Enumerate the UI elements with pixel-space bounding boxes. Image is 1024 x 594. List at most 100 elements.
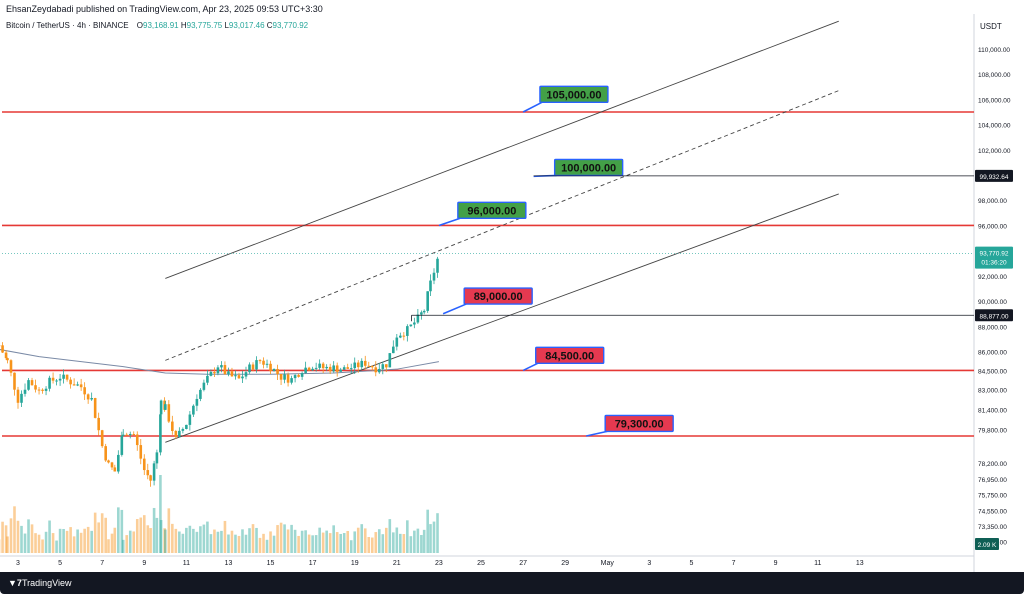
candle-body (90, 398, 93, 400)
volume-bar (392, 532, 395, 553)
price-tick-label: 81,400.00 (978, 408, 1007, 415)
candle-body (72, 384, 76, 386)
volume-bar (384, 527, 388, 553)
volume-bar (104, 517, 107, 553)
time-tick-label: 3 (16, 560, 20, 567)
candle-body (41, 389, 44, 391)
volume-bar (192, 528, 195, 553)
candle-body (244, 372, 248, 377)
candle-body (367, 365, 371, 367)
volume-bar (416, 528, 420, 553)
candle-body (20, 393, 23, 403)
time-tick-label: 21 (393, 560, 401, 567)
volume-bar (300, 530, 304, 553)
candle-body (155, 452, 159, 464)
level-label-text: 105,000.00 (546, 89, 601, 101)
candle-body (104, 446, 107, 461)
volume-bar (332, 525, 335, 553)
candle-body (262, 360, 265, 365)
volume-bar (97, 522, 100, 553)
candle-body (251, 364, 255, 370)
candle-body (142, 458, 146, 471)
level-label-text: 89,000.00 (474, 291, 523, 303)
price-chart[interactable]: 110,000.00 108,000.00 106,000.00 104,000.00… (0, 0, 1024, 572)
volume-bar (58, 528, 62, 553)
level-label-text: 100,000.00 (561, 162, 616, 174)
candle-body (125, 434, 129, 436)
volume-bar (41, 539, 44, 553)
volume-bar (155, 517, 159, 553)
price-tick-label: 83,000.00 (978, 387, 1007, 394)
axis-marker-1-text: 99,932.64 (980, 174, 1009, 181)
volume-bar (174, 528, 178, 553)
volume-bar (342, 533, 346, 553)
footer-bar: ▼7 TradingView (0, 572, 1024, 594)
price-tick-label: 96,000.00 (978, 223, 1007, 230)
volume-bar (121, 539, 125, 553)
volume-bar (381, 534, 385, 553)
candle-body (30, 380, 34, 386)
candle-body (209, 371, 213, 376)
candle-body (426, 291, 429, 311)
candle-body (178, 430, 181, 437)
footer-brand: TradingView (22, 578, 72, 588)
candle-body (332, 365, 335, 372)
volume-bar (30, 524, 34, 553)
volume-bar (370, 537, 374, 553)
candle-body (384, 364, 388, 368)
volume-bar (83, 528, 86, 553)
price-tick-label: 86,000.00 (978, 350, 1007, 357)
volume-bar (51, 533, 55, 553)
tradingview-logo-icon: ▼7 (8, 578, 22, 588)
candle-body (436, 258, 439, 273)
volume-bar (402, 534, 406, 553)
price-tick-label: 76,950.00 (978, 477, 1007, 484)
callout-pointer (442, 303, 467, 315)
volume-bar (367, 537, 371, 553)
candle-body (149, 475, 152, 481)
volume-bar (307, 534, 311, 553)
volume-bar (185, 527, 188, 553)
candle-body (58, 378, 62, 381)
last-price-badge-box (975, 246, 1013, 269)
volume-bar (422, 529, 426, 553)
candle-body (16, 389, 20, 403)
candle-body (346, 367, 350, 369)
volume-bar (135, 519, 139, 553)
candle-body (402, 335, 406, 337)
callout-pointer (438, 217, 461, 227)
candle-body (27, 380, 30, 390)
level-label-text: 96,000.00 (467, 205, 516, 217)
candle-body (83, 387, 86, 395)
volume-bar (199, 526, 202, 553)
volume-bar (86, 526, 90, 553)
candle-body (406, 326, 409, 336)
volume-bar (206, 521, 209, 553)
volume-bar (432, 521, 436, 553)
volume-bar (223, 520, 227, 553)
volume-bar (420, 534, 423, 553)
candle-body (164, 404, 167, 410)
candle-body (339, 369, 342, 372)
candle-body (314, 367, 318, 369)
volume-bar (171, 523, 174, 553)
candle-body (269, 363, 272, 372)
candle-body (409, 324, 413, 327)
candle-body (107, 460, 110, 463)
volume-bar (311, 535, 314, 553)
volume-bar (258, 537, 262, 553)
volume-bar (321, 532, 325, 553)
price-tick-label: 106,000.00 (978, 97, 1011, 104)
candle-body (377, 368, 381, 373)
price-tick-label: 98,000.00 (978, 198, 1007, 205)
volume-bar (230, 530, 234, 553)
price-tick-label: 75,750.00 (978, 493, 1007, 500)
volume-bar (314, 535, 318, 553)
candle-body (290, 378, 293, 383)
candle-body (206, 375, 209, 383)
volume-bar (377, 529, 381, 553)
level-label-box (539, 85, 609, 104)
volume-bar (9, 518, 13, 553)
candle-body (93, 398, 97, 418)
